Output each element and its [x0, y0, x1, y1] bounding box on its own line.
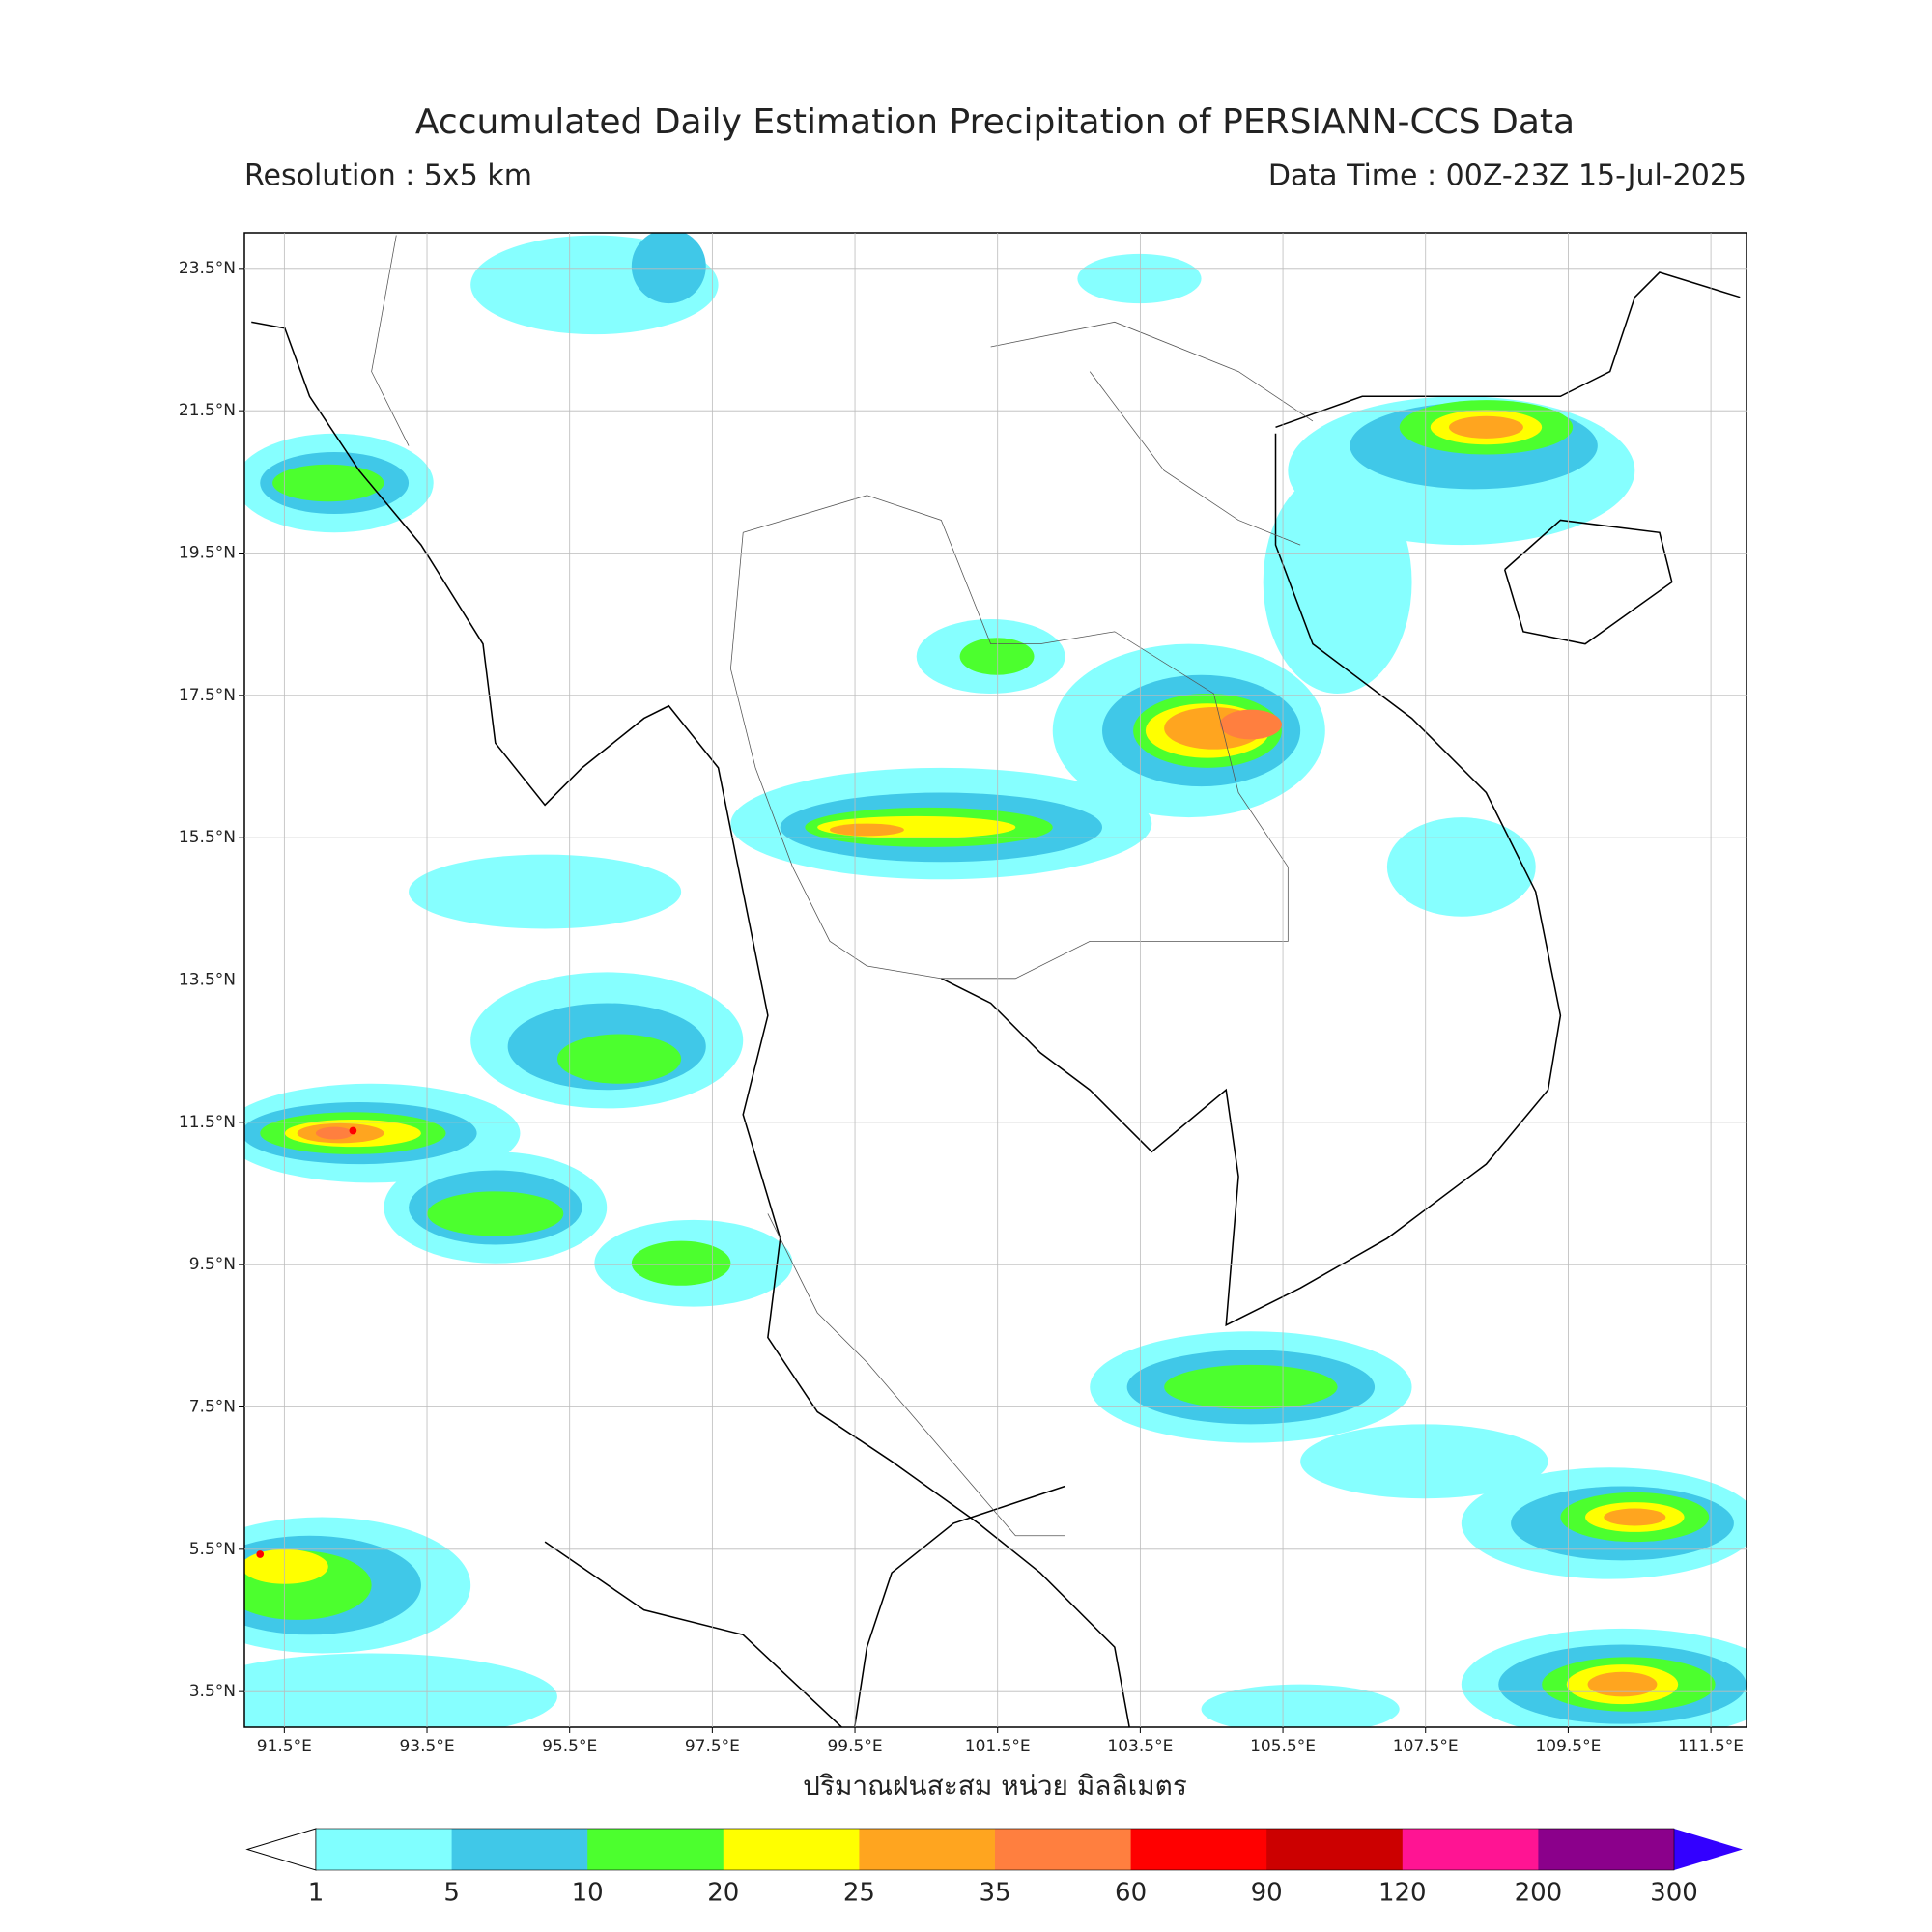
colorbar-over [1674, 1829, 1743, 1870]
colorbar-label: 5 [443, 1879, 460, 1908]
map-title: Accumulated Daily Estimation Precipitati… [415, 102, 1575, 142]
y-tick-label: 17.5°N [179, 686, 236, 705]
colorbar-frame [315, 1828, 1675, 1871]
colorbar-label: 90 [1251, 1879, 1283, 1908]
y-tick-label: 11.5°N [179, 1113, 236, 1132]
x-tick-label: 95.5°E [542, 1737, 597, 1756]
x-tick-label: 97.5°E [685, 1737, 740, 1756]
rain-blobs [244, 233, 1747, 1727]
colorbar-label: 120 [1378, 1879, 1427, 1908]
y-tick-label: 23.5°N [179, 259, 236, 278]
y-tick-label: 3.5°N [189, 1682, 236, 1701]
x-tick-label: 107.5°E [1393, 1737, 1459, 1756]
colorbar-segment [1266, 1829, 1404, 1870]
x-tick-label: 109.5°E [1535, 1737, 1601, 1756]
x-tick-label: 105.5°E [1250, 1737, 1316, 1756]
colorbar-label: 1 [308, 1879, 325, 1908]
data-time-label: Data Time : 00Z-23Z 15-Jul-2025 [1268, 159, 1747, 193]
x-tick-label: 103.5°E [1107, 1737, 1173, 1756]
colorbar-label: 25 [843, 1879, 875, 1908]
resolution-label: Resolution : 5x5 km [244, 159, 532, 193]
colorbar-segment [587, 1829, 724, 1870]
colorbar-label: 10 [572, 1879, 604, 1908]
colorbar-segment [859, 1829, 996, 1870]
colorbar-label: 200 [1515, 1879, 1563, 1908]
y-tick-label: 13.5°N [179, 971, 236, 990]
x-tick-label: 93.5°E [399, 1737, 454, 1756]
colorbar-under [245, 1828, 317, 1871]
colorbar-segment [1538, 1829, 1675, 1870]
y-tick-label: 7.5°N [189, 1398, 236, 1417]
y-tick-label: 19.5°N [179, 544, 236, 563]
colorbar-segment [1402, 1829, 1539, 1870]
x-tick-label: 111.5°E [1678, 1737, 1744, 1756]
y-tick-label: 9.5°N [189, 1255, 236, 1274]
colorbar-segment [723, 1829, 860, 1870]
y-tick-label: 15.5°N [179, 828, 236, 847]
y-tick-label: 21.5°N [179, 401, 236, 420]
colorbar-segment [316, 1829, 453, 1870]
colorbar-label: 60 [1115, 1879, 1147, 1908]
colorbar-segment [995, 1829, 1132, 1870]
y-tick-label: 5.5°N [189, 1540, 236, 1559]
x-tick-label: 101.5°E [965, 1737, 1031, 1756]
x-axis-label: ปริมาณฝนสะสม หน่วย มิลลิเมตร [803, 1770, 1187, 1802]
colorbar-label: 35 [979, 1879, 1010, 1908]
colorbar-label: 300 [1650, 1879, 1698, 1908]
colorbar-segment [1130, 1829, 1267, 1870]
colorbar-label: 20 [707, 1879, 739, 1908]
precipitation-field [244, 233, 1747, 1727]
x-tick-label: 91.5°E [257, 1737, 312, 1756]
x-tick-label: 99.5°E [827, 1737, 882, 1756]
colorbar-segment [451, 1829, 588, 1870]
